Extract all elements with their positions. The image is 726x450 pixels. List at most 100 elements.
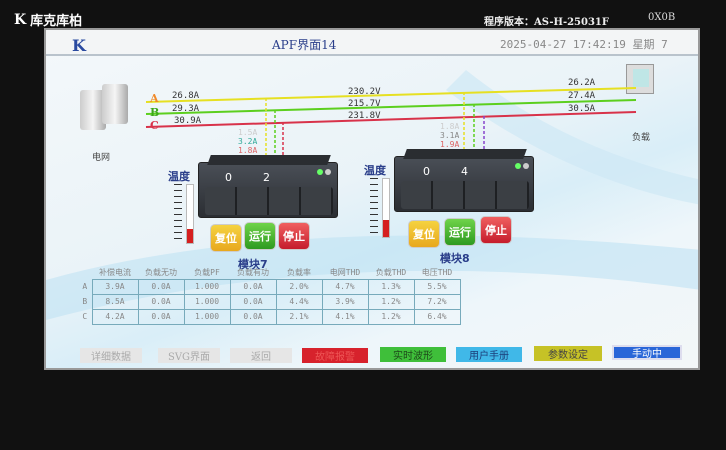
- grid-current-c: 30.9A: [174, 116, 202, 126]
- brand-k-icon: K: [14, 11, 27, 28]
- header-logo: K: [72, 36, 86, 55]
- user-manual-button[interactable]: 用户手册: [456, 347, 522, 362]
- phase-b-label: B: [150, 106, 160, 119]
- weekday: 星期 7: [632, 38, 668, 51]
- module8-temp-scale: [370, 178, 378, 238]
- grid-current-a: 26.8A: [172, 91, 200, 101]
- table-cell: 0.0A: [229, 293, 277, 310]
- page-title: APF界面14: [272, 38, 337, 52]
- module7-stop-button[interactable]: 停止: [278, 222, 310, 250]
- phase-c-label: C: [150, 119, 159, 132]
- col-header: 负载无功: [145, 267, 177, 277]
- table-cell: 2.1%: [275, 308, 323, 325]
- col-header: 电网THD: [329, 267, 361, 277]
- module7-name: 模块7: [238, 258, 268, 271]
- module8-reset-button[interactable]: 复位: [408, 220, 440, 248]
- voltage-b: 215.7V: [348, 99, 381, 109]
- row-label: B: [82, 297, 88, 306]
- parameter-settings-button[interactable]: 参数设定: [534, 346, 602, 361]
- table-cell: 4.7%: [321, 278, 369, 295]
- table-cell: 3.9A: [91, 278, 139, 295]
- module7-led-icon: [317, 169, 323, 175]
- header-bar: K APF界面14 2025-04-27 17:42:19 星期 7: [46, 30, 698, 56]
- module7-temp-fill: [187, 228, 193, 243]
- table-cell: 0.0A: [137, 293, 185, 310]
- brand-name: 库克库柏: [30, 14, 83, 29]
- svg-view-button[interactable]: SVG界面: [158, 348, 220, 363]
- data-table: 补偿电流 负载无功 负载PF 负载有功 负载率 电网THD 负载THD 电压THD A 3.9A…: [78, 266, 461, 325]
- table-row: C 4.2A 0.0A 1.000 0.0A 2.1% 4.1% 1.2% 6.4%: [78, 308, 461, 325]
- table-cell: 4.1%: [321, 308, 369, 325]
- col-header: 负载有功: [237, 267, 269, 277]
- module7-branch-a: 1.5A: [238, 128, 258, 137]
- module8-temp-label: 温度: [364, 164, 386, 177]
- module7-temp-label: 温度: [168, 170, 190, 183]
- module8-branch-c: 1.9A: [440, 140, 460, 149]
- voltage-c: 231.8V: [348, 111, 381, 121]
- table-cell: 4.4%: [275, 293, 323, 310]
- brand-logo: K 库克库柏: [14, 10, 83, 30]
- module7-branch-c: 1.8A: [238, 146, 258, 155]
- device-code: 0X0B: [648, 12, 676, 23]
- col-header: 电压THD: [421, 267, 453, 277]
- voltage-a: 230.2V: [348, 87, 381, 97]
- module8-display-1: 4: [461, 165, 468, 178]
- module7-reset-button[interactable]: 复位: [210, 224, 242, 252]
- table-cell: 0.0A: [137, 308, 185, 325]
- module8-display-0: 0: [423, 165, 430, 178]
- module8-temp-fill: [383, 219, 389, 237]
- table-cell: 1.000: [183, 293, 231, 310]
- table-cell: 0.0A: [229, 278, 277, 295]
- table-cell: 1.2%: [367, 293, 415, 310]
- module8-run-button[interactable]: 运行: [444, 218, 476, 246]
- bus-line-b: [145, 99, 637, 115]
- load-current-c: 30.5A: [568, 104, 596, 114]
- back-button[interactable]: 返回: [230, 348, 292, 363]
- table-cell: 7.2%: [413, 293, 461, 310]
- module8-stop-button[interactable]: 停止: [480, 216, 512, 244]
- datetime-text: 2025-04-27 17:42:19: [500, 38, 626, 51]
- module7-temp-gauge: [186, 184, 194, 244]
- grid-current-b: 29.3A: [172, 104, 200, 114]
- load-current-a: 26.2A: [568, 78, 596, 88]
- table-cell: 1.3%: [367, 278, 415, 295]
- module7-fans: [205, 187, 333, 215]
- phase-a-label: A: [150, 92, 159, 105]
- col-header: 负载THD: [375, 267, 407, 277]
- table-cell: 5.5%: [413, 278, 461, 295]
- table-cell: 1.000: [183, 278, 231, 295]
- table-row: A 3.9A 0.0A 1.000 0.0A 2.0% 4.7% 1.3% 5.5%: [78, 278, 461, 295]
- realtime-waveform-button[interactable]: 实时波形: [380, 347, 446, 362]
- table-cell: 2.0%: [275, 278, 323, 295]
- col-header: 补偿电流: [99, 267, 131, 277]
- grid-label: 电网: [92, 153, 111, 163]
- program-version: 程序版本：AS-H-25031F: [484, 17, 609, 28]
- table-cell: 0.0A: [137, 278, 185, 295]
- bus-lines: [145, 87, 637, 158]
- load-label: 负载: [632, 133, 651, 143]
- fault-alarm-button[interactable]: 故障报警: [302, 348, 368, 363]
- module7-display-1: 2: [263, 171, 270, 184]
- row-label: C: [82, 312, 88, 321]
- table-row: B 8.5A 0.0A 1.000 0.0A 4.4% 3.9% 1.2% 7.2%: [78, 293, 461, 310]
- table-cell: 3.9%: [321, 293, 369, 310]
- hmi-screen: K APF界面14 2025-04-27 17:42:19 星期 7 电网 负载…: [44, 28, 700, 370]
- col-header: 负载率: [287, 267, 311, 277]
- table-cell: 1.2%: [367, 308, 415, 325]
- module7-led2-icon: [325, 169, 331, 175]
- module8-branch-a: 1.8A: [440, 122, 460, 131]
- grid-transformer-icon: [80, 80, 136, 138]
- module7-display-0: 0: [225, 171, 232, 184]
- load-current-b: 27.4A: [568, 91, 596, 101]
- table-cell: 6.4%: [413, 308, 461, 325]
- module8-name: 模块8: [440, 252, 470, 265]
- bus-line-c: [145, 111, 637, 128]
- datetime: 2025-04-27 17:42:19 星期 7: [500, 36, 668, 52]
- manual-mode-button[interactable]: 手动中: [612, 345, 682, 360]
- module8-temp-gauge: [382, 178, 390, 238]
- module7-run-button[interactable]: 运行: [244, 222, 276, 250]
- details-button[interactable]: 详细数据: [80, 348, 142, 363]
- module7-branch-b: 3.2A: [238, 137, 258, 146]
